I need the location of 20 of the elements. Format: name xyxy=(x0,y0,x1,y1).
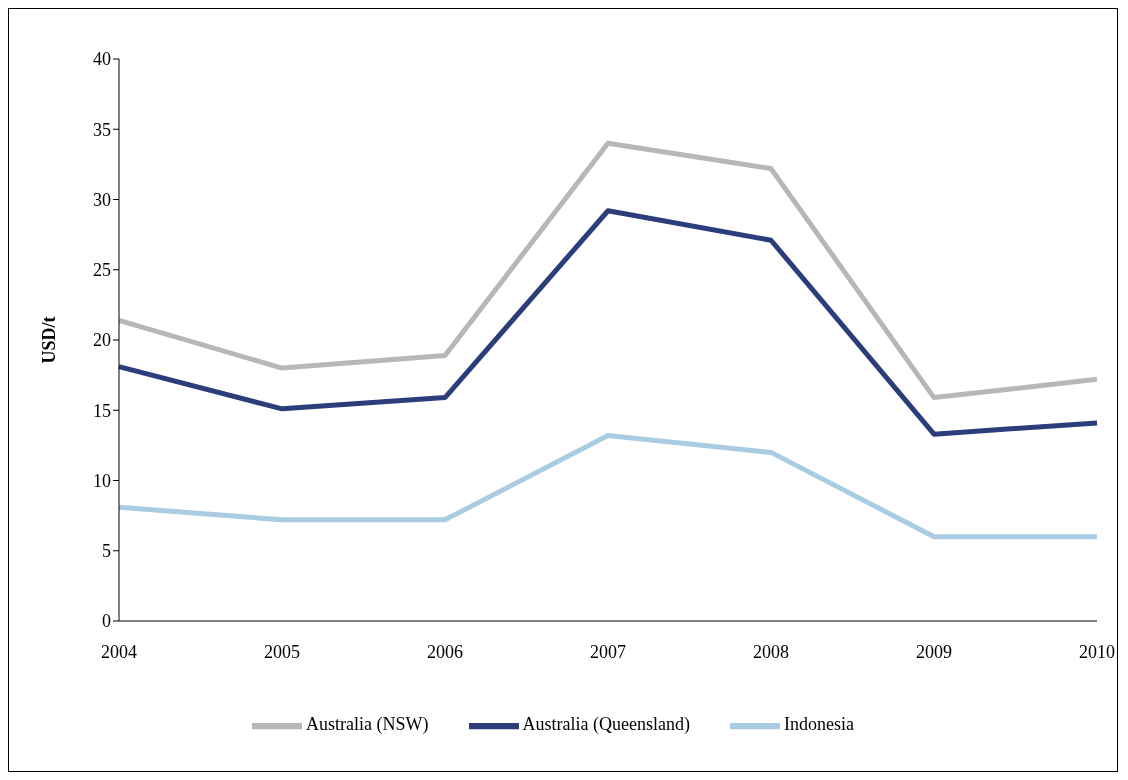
y-axis-title: USD/t xyxy=(39,316,60,364)
legend-label: Australia (Queensland) xyxy=(522,714,690,735)
y-tick-label: 25 xyxy=(93,260,111,281)
x-tick-label: 2010 xyxy=(1079,641,1115,662)
x-tick-label: 2005 xyxy=(264,641,300,662)
x-tick-label: 2008 xyxy=(753,641,789,662)
legend-label: Indonesia xyxy=(783,714,854,735)
x-tick-label: 2009 xyxy=(916,641,952,662)
x-tick-label: 2006 xyxy=(427,641,463,662)
legend-label: Australia (NSW) xyxy=(306,714,429,735)
y-tick-label: 40 xyxy=(93,49,111,70)
x-tick-label: 2004 xyxy=(101,641,137,662)
y-tick-label: 15 xyxy=(93,400,111,421)
y-tick-label: 20 xyxy=(93,330,111,351)
y-tick-label: 10 xyxy=(93,470,111,491)
x-tick-label: 2007 xyxy=(590,641,626,662)
y-tick-label: 5 xyxy=(102,541,111,562)
y-tick-label: 0 xyxy=(102,611,111,632)
y-tick-label: 35 xyxy=(93,119,111,140)
y-tick-label: 30 xyxy=(93,189,111,210)
